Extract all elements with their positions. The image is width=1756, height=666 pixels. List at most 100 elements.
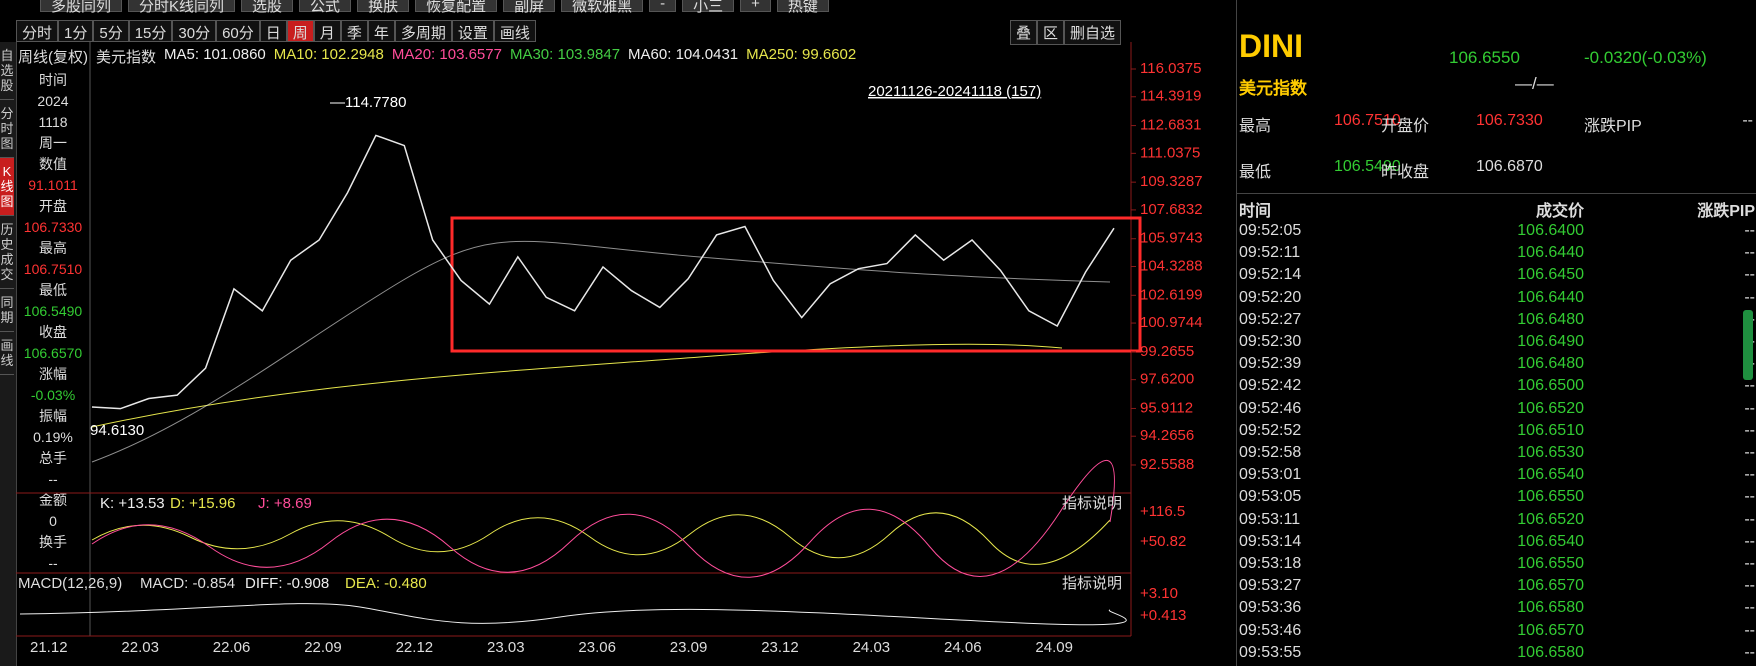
menu-item[interactable]: 热键	[776, 0, 829, 15]
instrument: 美元指数	[96, 49, 157, 66]
trade-cell: --	[1744, 222, 1755, 239]
tool-button[interactable]: 删自选	[1064, 20, 1122, 45]
period-button[interactable]: 30分	[172, 20, 217, 42]
info-item: 106.7330	[23, 219, 83, 235]
x-tick-label: 23.03	[487, 639, 525, 656]
kdj-tick-label: +50.82	[1140, 533, 1186, 550]
menu-item[interactable]: 公式	[299, 0, 352, 15]
period-button[interactable]: 画线	[493, 20, 536, 42]
trade-cell: 106.6520	[1517, 399, 1584, 417]
quote-field: 最低	[1239, 164, 1272, 181]
quote-panel: DINI 美元指数 106.6550 -0.0320(-0.03%) —/— 最…	[1236, 0, 1756, 666]
menu-item[interactable]: +	[740, 0, 771, 12]
info-item: 数值	[39, 156, 67, 172]
x-tick-label: 22.09	[304, 639, 342, 656]
y-tick-label: 114.3919	[1140, 88, 1201, 105]
y-tick-label: 100.9744	[1140, 314, 1203, 331]
period-button[interactable]: 1分	[58, 20, 94, 42]
macd-value: DIFF: -0.908	[245, 575, 329, 592]
period-button[interactable]: 分时	[16, 20, 59, 42]
divider	[1237, 193, 1756, 194]
menu-item[interactable]: 换肤	[357, 0, 410, 15]
y-tick-label: 111.0375	[1140, 144, 1200, 161]
side-tab[interactable]: 历史成交	[0, 216, 14, 289]
side-tab[interactable]: 画线	[0, 332, 14, 375]
peak-label: 114.7780	[345, 94, 406, 111]
side-tab[interactable]: 同期	[0, 289, 14, 332]
price-line	[91, 134, 1115, 410]
period: 周线(复权)	[18, 49, 88, 66]
menu-item[interactable]: 副屏	[503, 0, 556, 15]
trade-header: 涨跌PIP	[1697, 203, 1755, 220]
trade-cell: 106.6530	[1517, 444, 1584, 461]
menu-item[interactable]: 小三	[682, 0, 735, 15]
x-tick-label: 22.12	[396, 639, 434, 656]
quote-field: 106.7510	[1334, 112, 1401, 129]
y-tick-label: 116.0375	[1140, 60, 1201, 77]
info-item: 0.19%	[33, 429, 73, 445]
top-menu: 多股同列 分时K线同列 选股 公式 换肤 恢复配置 副屏 微软雅黑 - 小三 + 热键	[0, 0, 829, 15]
period-button[interactable]: 15分	[128, 20, 173, 42]
trade-cell: 106.6550	[1517, 555, 1584, 572]
period-button[interactable]: 年	[367, 20, 395, 42]
trade-cell: 09:53:36	[1239, 599, 1302, 617]
menu-item[interactable]: 分时K线同列	[128, 0, 236, 15]
tool-button[interactable]: 区	[1037, 20, 1065, 45]
trade-cell: 106.6450	[1517, 266, 1584, 284]
trade-cell: --	[1744, 555, 1755, 572]
trade-cell: 09:53:11	[1239, 510, 1301, 528]
ma-value: MA20: 103.6577	[391, 46, 502, 63]
info-item: 91.1011	[28, 177, 78, 193]
help-button[interactable]: 指标说明	[1062, 495, 1122, 512]
menu-item[interactable]: 选股	[241, 0, 294, 15]
trade-cell: 106.6480	[1517, 355, 1584, 373]
trade-cell: --	[1744, 266, 1755, 284]
y-tick-label: 92.5588	[1140, 456, 1194, 473]
extra: —/—	[1515, 74, 1554, 93]
period-button[interactable]: 多周期	[394, 20, 452, 42]
macd-value: DEA: -0.480	[345, 575, 427, 592]
info-panel: 时间 2024 1118 周一 数值 91.1011 开盘 106.7330 最高 106.751…	[17, 70, 89, 574]
quote-field: 106.6870	[1476, 158, 1543, 175]
period-button[interactable]: 季	[340, 20, 368, 42]
menu-item[interactable]: 多股同列	[40, 0, 123, 15]
info-item: 金额	[39, 492, 67, 508]
trade-cell: --	[1744, 399, 1755, 417]
info-item: 最高	[39, 240, 67, 256]
y-tick-label: 97.6200	[1140, 371, 1194, 388]
y-tick-label: 104.3288	[1140, 257, 1203, 274]
macd-value: MACD(12,26,9)	[18, 575, 122, 592]
quote-field: --	[1742, 112, 1753, 129]
trade-cell: --	[1744, 510, 1755, 528]
trade-cell: --	[1744, 488, 1755, 506]
menu-item[interactable]: 恢复配置	[415, 0, 498, 15]
side-tab[interactable]: 分时图	[0, 100, 14, 158]
menu-item[interactable]: -	[649, 0, 677, 12]
period-button[interactable]: 5分	[93, 20, 129, 42]
chart: 116.0375 114.3919 112.6831 111.0375 109.3287…	[16, 42, 1203, 656]
trade-cell: 106.6570	[1517, 577, 1584, 595]
menu-item[interactable]: 微软雅黑	[561, 0, 644, 15]
price: 106.6550	[1449, 48, 1520, 67]
side-tab[interactable]: K线图	[0, 158, 14, 216]
x-tick-label: 24.03	[853, 639, 891, 656]
tool-button[interactable]: 叠	[1010, 20, 1038, 45]
info-item: 1118	[38, 114, 68, 130]
x-tick-label: 21.12	[30, 639, 68, 656]
macd-tick-label: +0.413	[1140, 607, 1186, 624]
trade-cell: --	[1744, 421, 1755, 439]
quote-field: 106.5490	[1334, 158, 1401, 175]
period-button[interactable]: 设置	[451, 20, 494, 42]
side-tab[interactable]: 自选股	[0, 42, 14, 100]
scrollbar[interactable]	[1743, 310, 1753, 380]
trade-cell: 09:53:05	[1239, 488, 1302, 506]
period-button[interactable]: 60分	[216, 20, 260, 42]
help-button[interactable]: 指标说明	[1062, 575, 1122, 592]
period-button[interactable]: 月	[313, 20, 341, 42]
info-item: 收盘	[39, 324, 67, 340]
period-button[interactable]: 日	[259, 20, 287, 42]
code: DINI	[1239, 28, 1303, 64]
trade-cell: 09:53:55	[1239, 643, 1302, 661]
period-button[interactable]: 周	[286, 20, 314, 42]
